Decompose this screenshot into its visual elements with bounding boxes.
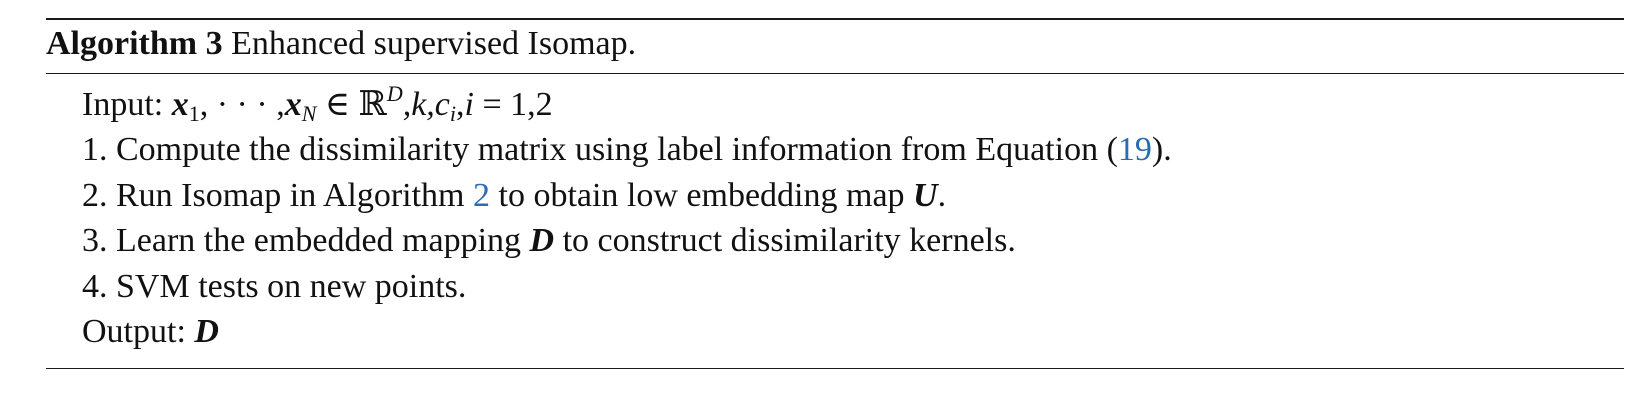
step-3-text: 3. Learn the embedded mapping	[82, 222, 530, 259]
symbol-D: D	[530, 222, 555, 259]
input-sup-D: D	[387, 81, 403, 106]
input-c: c	[435, 86, 450, 123]
step-1-text: 1. Compute the dissimilarity matrix usin…	[82, 131, 1118, 168]
step-2-middle: to obtain low embedding map	[490, 177, 913, 214]
algorithm-body: Input: x1, · · · ,xN ∈ ℝD,k,ci,i = 1,2 1…	[46, 74, 1624, 354]
bottom-rule	[46, 368, 1624, 369]
step-1-tail: ).	[1152, 131, 1172, 168]
algorithm-title: Enhanced supervised Isomap.	[231, 25, 636, 62]
input-sep-2: ,	[268, 86, 285, 123]
algorithm-ref-link[interactable]: 2	[473, 177, 490, 214]
input-k: ,k,	[403, 86, 435, 123]
input-comma: ,	[456, 86, 465, 123]
symbol-U: U	[913, 177, 938, 214]
input-x1: x	[172, 86, 189, 123]
input-sub-N: N	[302, 101, 317, 126]
input-in: ∈	[316, 86, 358, 123]
algorithm-label: Algorithm 3	[46, 25, 223, 62]
input-sub-1: 1	[189, 101, 200, 126]
step-4: 4. SVM tests on new points.	[82, 264, 1624, 309]
input-line: Input: x1, · · · ,xN ∈ ℝD,k,ci,i = 1,2	[82, 82, 1624, 127]
step-2-tail: .	[938, 177, 947, 214]
input-i: i	[465, 86, 474, 123]
step-4-text: 4. SVM tests on new points.	[82, 268, 466, 305]
output-line: Output: D	[82, 309, 1624, 354]
input-eq: = 1,2	[474, 86, 553, 123]
input-dots: · · ·	[217, 86, 268, 123]
step-2-text: 2. Run Isomap in Algorithm	[82, 177, 473, 214]
output-symbol-D: D	[194, 313, 219, 350]
output-prefix: Output:	[82, 313, 194, 350]
input-xN: x	[285, 86, 302, 123]
top-rule	[46, 18, 1624, 20]
algorithm-box: Algorithm 3 Enhanced supervised Isomap. …	[46, 18, 1624, 369]
step-1: 1. Compute the dissimilarity matrix usin…	[82, 127, 1624, 172]
equation-ref-link[interactable]: 19	[1118, 131, 1152, 168]
input-sep-1: ,	[200, 86, 217, 123]
input-prefix: Input:	[82, 86, 163, 123]
input-reals: ℝ	[359, 86, 387, 123]
step-2: 2. Run Isomap in Algorithm 2 to obtain l…	[82, 173, 1624, 218]
step-3: 3. Learn the embedded mapping D to const…	[82, 218, 1624, 263]
step-3-tail: to construct dissimilarity kernels.	[554, 222, 1016, 259]
algorithm-caption: Algorithm 3 Enhanced supervised Isomap.	[46, 22, 1624, 66]
